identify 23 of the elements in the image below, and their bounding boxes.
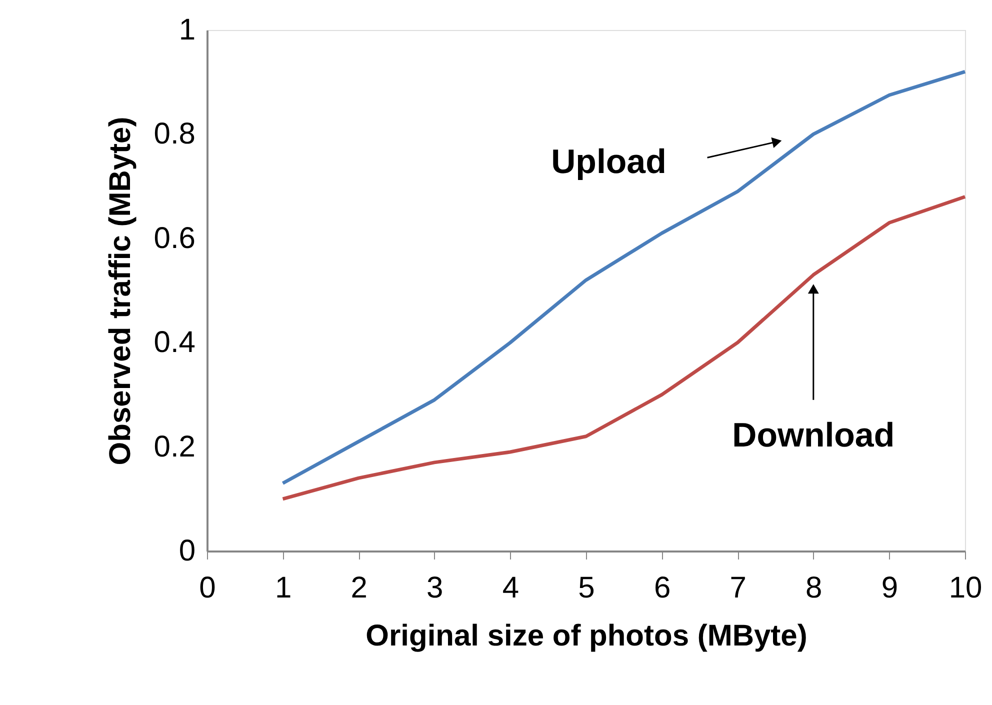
line-series (281, 194, 967, 501)
x-tick-label: 5 (578, 572, 595, 604)
y-tick-label: 0.6 (154, 222, 196, 255)
y-tick-label: 0 (178, 534, 196, 568)
series-label: Upload (551, 142, 666, 181)
x-tick-label: 0 (199, 572, 216, 604)
x-tick-label: 2 (350, 572, 368, 604)
x-tick-label: 7 (730, 572, 746, 604)
x-axis-title: Original size of photos (MByte) (366, 620, 808, 652)
x-tick-label: 4 (502, 572, 520, 604)
line-series (281, 70, 967, 486)
x-tick-label: 8 (806, 572, 822, 604)
x-tick-label: 3 (426, 572, 444, 604)
x-tick-label: 6 (654, 572, 671, 604)
x-tick-label: 9 (881, 572, 898, 604)
y-tick-label: 1 (178, 14, 196, 46)
y-tick-label: 0.2 (154, 430, 196, 464)
x-tick-label: 10 (948, 572, 982, 604)
series-label: Download (732, 416, 895, 454)
y-axis-title: Observed traffic (MByte) (104, 116, 137, 466)
y-tick-label: 0.8 (154, 118, 196, 151)
y-tick-label: 0.4 (154, 326, 196, 360)
x-tick-label: 1 (274, 572, 292, 604)
